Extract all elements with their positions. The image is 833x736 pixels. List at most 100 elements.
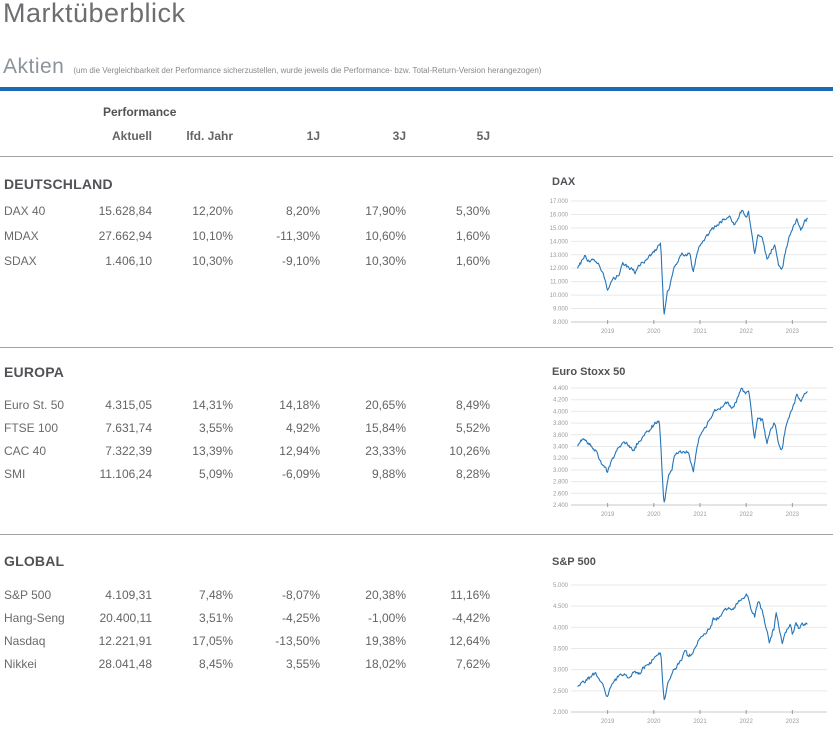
index-value: 28.041,48 [98,656,152,671]
y-tick-label: 3.600 [553,433,569,439]
index-value: -11,30% [276,228,320,243]
index-value: 12,20% [192,203,233,218]
index-value: 7,62% [455,656,490,671]
index-value: -6,09% [281,466,320,481]
column-header: Aktuell [111,129,152,143]
index-value: 17,90% [365,203,406,218]
aktien-note: (um die Vergleichbarkeit der Performance… [73,66,542,75]
table-row: FTSE 100 7.631,74 3,55% 4,92% 15,84% 5,52% [4,416,490,439]
y-tick-label: 14.000 [550,239,569,245]
index-value: 12,64% [449,633,490,648]
x-tick-label: 2021 [693,719,707,725]
column-header: 5J [476,129,490,143]
index-value: 4,92% [285,420,320,435]
y-tick-label: 12.000 [550,266,569,272]
header-divider [0,156,833,157]
index-value: 10,60% [365,228,406,243]
index-value: 4.109,31 [105,587,152,602]
y-tick-label: 3.200 [553,456,569,462]
chart-s-p-500: 5.000 4.500 4.000 3.500 3.000 2.500 2.000 2019 2… [553,583,827,725]
y-tick-label: 8.000 [553,320,569,326]
index-value: -13,50% [275,633,320,648]
index-value: 27.662,94 [98,228,152,243]
x-tick-label: 2020 [647,512,661,518]
group-title: DEUTSCHLAND [4,176,113,192]
y-tick-label: 9.000 [553,307,569,313]
index-value: 14,18% [279,397,320,412]
index-value: -8,07% [281,587,320,602]
aktien-title: Aktien [3,55,65,78]
index-value: 15,84% [365,420,406,435]
chart-euro-stoxx-50: 4.400 4.200 4.000 3.800 3.600 3.400 3.200 3.000… [553,386,827,518]
index-group-deutschland: DEUTSCHLAND DAX 40 15.628,84 12,20% 8,20% 17,… [4,175,504,273]
x-tick-label: 2019 [601,512,615,518]
index-name: FTSE 100 [4,420,59,435]
table-row: SMI 11.106,24 5,09% -6,09% 9,88% 8,28% [4,462,490,485]
index-value: 13,39% [192,443,233,458]
group-title: GLOBAL [4,553,65,569]
x-tick-label: 2022 [740,512,754,518]
column-header: lfd. Jahr [186,129,233,143]
index-value: 10,10% [192,228,233,243]
index-value: 12.221,91 [98,633,152,648]
chart-dax: 17.000 16.000 15.000 14.000 13.000 12.000 11.0… [550,199,827,335]
y-tick-label: 17.000 [550,199,569,205]
y-tick-label: 2.000 [553,710,569,716]
y-tick-label: 2.600 [553,491,569,497]
x-tick-label: 2022 [740,329,754,335]
y-tick-label: 3.000 [553,668,569,674]
y-tick-label: 11.000 [550,280,569,286]
section-divider [0,347,833,348]
index-value: 8,20% [285,203,320,218]
section-divider [0,534,833,535]
x-tick-label: 2021 [693,512,707,518]
table-row: Nasdaq 12.221,91 17,05% -13,50% 19,38% 12,64% [4,629,490,652]
table-row: SDAX 1.406,10 10,30% -9,10% 10,30% 1,60% [4,248,490,273]
group-title: EUROPA [4,364,65,380]
index-value: 3,55% [285,656,320,671]
index-value: 10,26% [449,443,490,458]
index-value: 20.400,11 [99,610,153,625]
chart-line-dax [577,209,809,315]
index-name: SDAX [4,253,37,268]
index-value: -9,10% [281,253,320,268]
index-name: CAC 40 [4,443,47,458]
index-value: 9,88% [371,466,406,481]
y-tick-label: 4.200 [553,398,569,404]
index-value: 8,28% [455,466,490,481]
y-tick-label: 16.000 [550,212,569,218]
x-tick-label: 2023 [786,512,800,518]
y-tick-label: 4.400 [553,386,569,392]
y-tick-label: 15.000 [550,226,569,232]
index-name: Hang-Seng [4,610,65,625]
index-value: 18,02% [365,656,406,671]
index-value: 5,30% [455,203,490,218]
index-value: 11.106,24 [99,466,153,481]
index-name: S&P 500 [4,587,52,602]
index-value: 14,31% [192,397,233,412]
y-tick-label: 3.000 [553,468,569,474]
y-tick-label: 2.400 [553,503,569,509]
x-tick-label: 2019 [601,329,615,335]
page-title: Marktüberblick [3,0,186,28]
index-value: -4,25% [281,610,320,625]
index-name: SMI [4,466,26,481]
index-value: 1.406,10 [105,253,152,268]
x-tick-label: 2020 [647,719,661,725]
index-value: 10,30% [365,253,406,268]
table-row: CAC 40 7.322,39 13,39% 12,94% 23,33% 10,26% [4,439,490,462]
index-value: 20,38% [365,587,406,602]
index-value: 12,94% [279,443,320,458]
table-row: MDAX 27.662,94 10,10% -11,30% 10,60% 1,60% [4,223,490,248]
y-tick-label: 5.000 [553,583,569,589]
table-row: Hang-Seng 20.400,11 3,51% -4,25% -1,00% -4,42… [4,606,490,629]
index-value: 8,49% [455,397,490,412]
index-value: 23,33% [365,443,406,458]
index-name: MDAX [4,228,39,243]
x-tick-label: 2022 [740,719,754,725]
index-value: 11,16% [450,587,490,602]
table-row: DAX 40 15.628,84 12,20% 8,20% 17,90% 5,30% [4,198,490,223]
column-header: 3J [392,129,406,143]
index-name: DAX 40 [4,203,46,218]
index-value: 19,38% [365,633,406,648]
